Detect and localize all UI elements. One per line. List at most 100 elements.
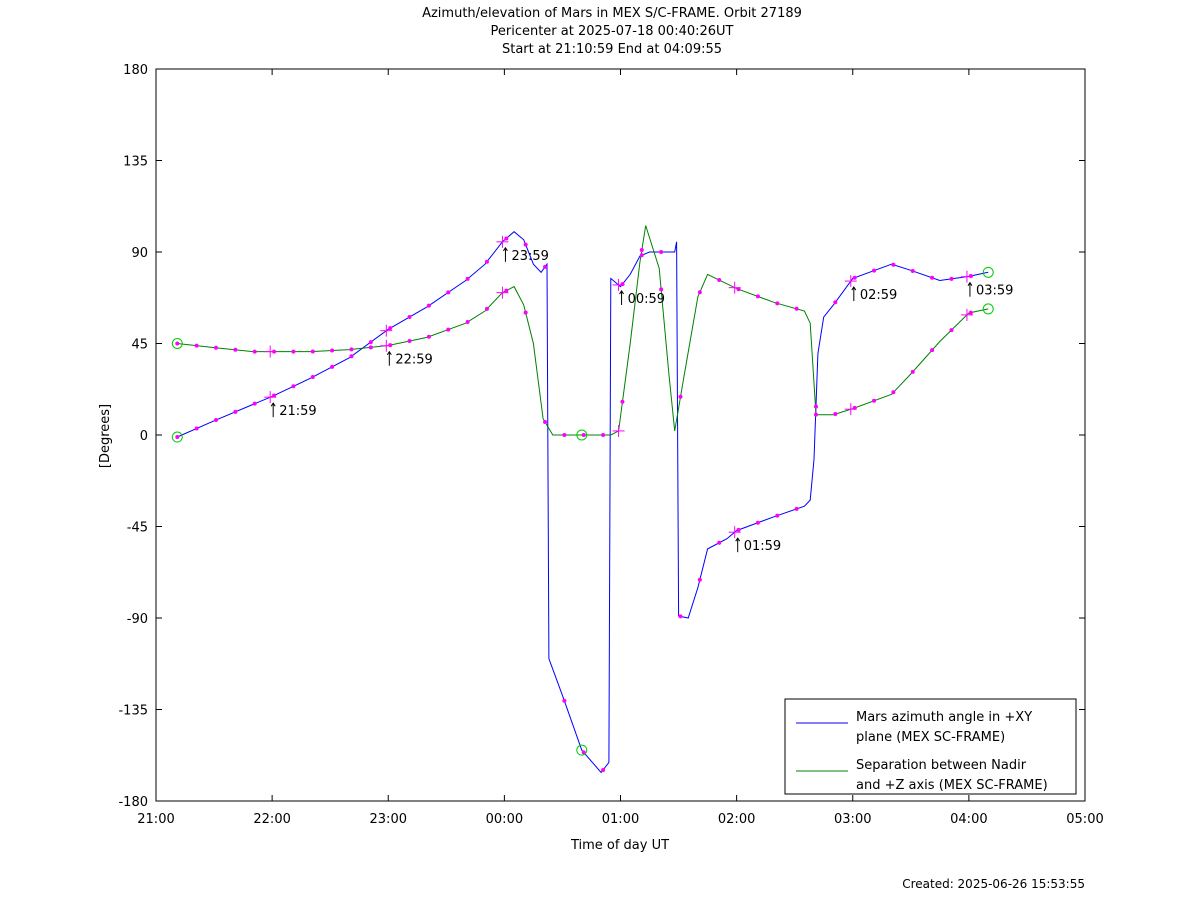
series-1-point bbox=[813, 404, 818, 409]
x-tick-label: 04:00 bbox=[950, 812, 987, 827]
legend-label-2: and +Z axis (MEX SC-FRAME) bbox=[856, 778, 1048, 793]
series-1-point bbox=[736, 527, 741, 532]
series-2-point bbox=[213, 345, 218, 350]
series-2-point bbox=[930, 348, 935, 353]
series-1-point bbox=[523, 242, 528, 247]
data-markers bbox=[171, 236, 994, 772]
y-axis-label: [Degrees] bbox=[98, 404, 113, 468]
series-2-point bbox=[330, 348, 335, 353]
circle-marker bbox=[982, 266, 994, 278]
series-2-point bbox=[755, 294, 760, 299]
series-1-point bbox=[794, 506, 799, 511]
x-tick-label: 05:00 bbox=[1066, 812, 1103, 827]
series-1-point bbox=[775, 513, 780, 518]
series-1-point bbox=[891, 262, 896, 267]
circle-marker bbox=[982, 303, 994, 315]
legend-label-1: Mars azimuth angle in +XY bbox=[856, 710, 1032, 725]
series-1-point bbox=[272, 393, 277, 398]
legend-box bbox=[784, 698, 1077, 795]
series-2-point bbox=[388, 343, 393, 348]
series-2-point bbox=[543, 419, 548, 424]
annotation-arrowhead bbox=[967, 281, 973, 286]
series-1-point bbox=[833, 300, 838, 305]
x-tick-label: 21:00 bbox=[137, 812, 174, 827]
series-1-point bbox=[872, 268, 877, 273]
series-2-point bbox=[484, 306, 489, 311]
series-1-point bbox=[910, 268, 915, 273]
series-1-point bbox=[852, 275, 857, 280]
series-1-point bbox=[659, 250, 664, 254]
x-tick-label: 23:00 bbox=[370, 812, 407, 827]
series-2-point bbox=[775, 301, 780, 306]
circle-marker bbox=[171, 338, 183, 349]
series-2-point bbox=[465, 319, 470, 324]
series-line-1 bbox=[177, 231, 989, 774]
series-2-point bbox=[175, 341, 180, 346]
series-2-point bbox=[523, 310, 528, 315]
y-tick-label: -90 bbox=[127, 612, 148, 627]
x-tick-label: 22:00 bbox=[253, 812, 290, 827]
title-line-1: Azimuth/elevation of Mars in MEX S/C-FRA… bbox=[422, 6, 802, 21]
x-tick-label: 01:00 bbox=[602, 812, 639, 827]
series-2-point bbox=[194, 343, 199, 348]
series-2-point bbox=[717, 278, 722, 283]
series-1-point bbox=[291, 384, 296, 389]
series-1-point bbox=[620, 282, 625, 287]
x-tick-label: 00:00 bbox=[486, 812, 523, 827]
x-tick-label: 02:00 bbox=[718, 812, 755, 827]
y-tick-label: 180 bbox=[123, 63, 148, 78]
series-2-point bbox=[310, 349, 315, 354]
series-2-point bbox=[446, 327, 451, 332]
series-2-point bbox=[659, 287, 664, 292]
series-2-point bbox=[601, 433, 606, 437]
series-1-point bbox=[233, 409, 238, 414]
y-tick-label: -180 bbox=[118, 795, 148, 810]
series-1-point bbox=[175, 435, 180, 440]
series-2-point bbox=[872, 398, 877, 403]
series-2-point bbox=[407, 339, 412, 344]
series-2-point bbox=[910, 369, 915, 374]
y-tick-label: -45 bbox=[127, 521, 148, 536]
series-1-point bbox=[504, 236, 509, 241]
x-tick-label: 03:00 bbox=[834, 812, 871, 827]
series-1-point bbox=[252, 401, 257, 406]
series-1-point bbox=[213, 417, 218, 422]
series-1-point bbox=[368, 340, 373, 345]
created-timestamp: Created: 2025-06-26 15:53:55 bbox=[902, 877, 1085, 891]
y-tick-label: -135 bbox=[118, 704, 148, 719]
annotation-arrowhead bbox=[386, 350, 392, 356]
annotation-label: 01:59 bbox=[744, 539, 781, 554]
series-1-point bbox=[755, 520, 760, 525]
series-2-point bbox=[968, 310, 973, 315]
y-tick-label: 90 bbox=[131, 246, 148, 261]
series-2-point bbox=[813, 412, 818, 417]
series-2-point bbox=[562, 433, 567, 437]
series-1-point bbox=[330, 364, 335, 369]
annotation-arrowhead bbox=[619, 290, 624, 295]
series-2-point bbox=[949, 328, 954, 333]
circle-marker bbox=[576, 429, 588, 441]
series-1-point bbox=[949, 276, 954, 281]
series-1-point bbox=[446, 290, 451, 295]
series-2-point bbox=[233, 347, 238, 352]
series-2-point bbox=[291, 349, 296, 354]
series-2-point bbox=[504, 288, 509, 293]
series-1-point bbox=[968, 273, 973, 278]
annotation-label: 02:59 bbox=[860, 288, 897, 303]
series-1-point bbox=[697, 577, 702, 582]
circle-marker bbox=[171, 431, 183, 443]
series-1-point bbox=[310, 375, 315, 380]
axis-ticks: 21:00 22:00 23:00 00:00 01:00 02:00 03:00 04:00… bbox=[118, 63, 1103, 827]
series-1-point bbox=[930, 275, 935, 280]
series-1-point bbox=[639, 253, 644, 258]
annotation-label: 21:59 bbox=[279, 404, 316, 419]
series-2-point bbox=[581, 433, 586, 437]
series-1-point bbox=[194, 426, 199, 431]
legend: Mars azimuth angle in +XY plane (MEX SC-F… bbox=[784, 698, 1077, 795]
series-1-point bbox=[465, 276, 470, 281]
series-2-point bbox=[426, 334, 431, 339]
series-1-point bbox=[678, 614, 683, 619]
series-2-point bbox=[736, 287, 741, 292]
circle-marker bbox=[576, 744, 588, 756]
series-line-2 bbox=[177, 225, 989, 436]
